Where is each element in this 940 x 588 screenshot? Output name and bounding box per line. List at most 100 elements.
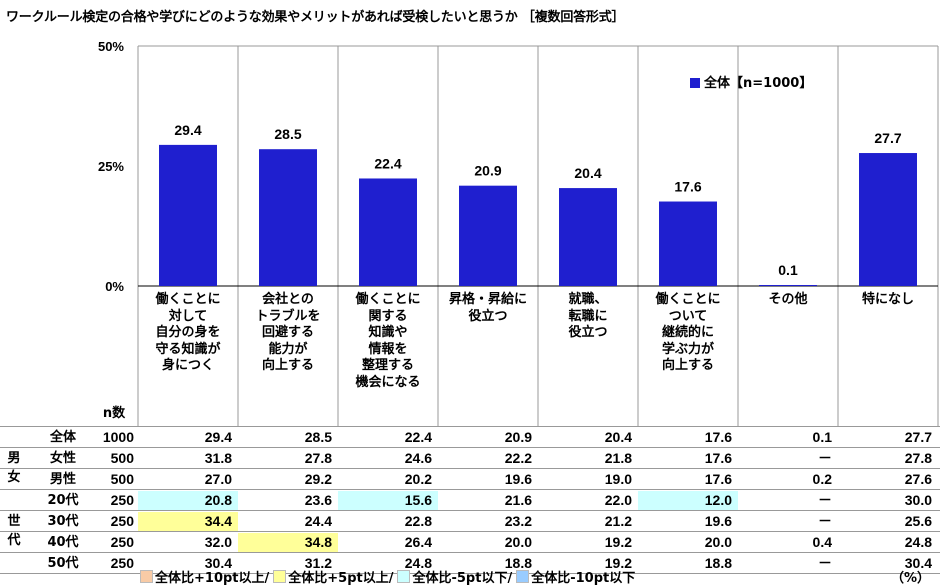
chart-title: ワークルール検定の合格や学びにどのような効果やメリットがあれば受検したいと思うか…: [6, 10, 625, 25]
legend-swatch: [516, 570, 530, 583]
table-cell: 31.2: [304, 555, 332, 571]
table-cell: 29.4: [204, 429, 232, 445]
table-cell: 17.6: [704, 450, 732, 466]
category-label: その他: [768, 292, 808, 307]
bar: [159, 144, 217, 286]
table-row: 30代 250 34.4 24.4 22.8 23.2 21.2 19.6 － 25.6: [0, 510, 940, 532]
legend-swatch: [273, 570, 287, 583]
table-row: 女性 500 31.8 27.8 24.6 22.2 21.8 17.6 － 27.8: [0, 447, 940, 469]
table-cell: 23.2: [504, 513, 532, 529]
table-cell: 12.0: [638, 491, 738, 510]
row-n: 250: [110, 492, 134, 508]
table-cell: 0.2: [812, 471, 832, 487]
row-label: 男性: [49, 472, 76, 487]
table-cell: 24.8: [904, 534, 932, 550]
table-cell: 20.4: [604, 429, 632, 445]
legend-label: 全体【n=1000】: [703, 75, 812, 91]
table-cell: 30.0: [904, 492, 932, 508]
table-cell: 15.6: [338, 491, 438, 510]
table-cell: 34.8: [238, 533, 338, 552]
legend-item-label: 全体比+5pt以上/: [288, 571, 394, 586]
bar: [559, 188, 617, 286]
table-cell: 29.2: [304, 471, 332, 487]
row-label: 50代: [47, 556, 79, 571]
table-cell: 22.8: [404, 513, 432, 529]
bar-value-label: 20.4: [574, 165, 601, 181]
category-label: 昇格・昇給に 役立つ: [448, 292, 527, 324]
table-cell: 22.2: [504, 450, 532, 466]
table-cell: 0.1: [812, 429, 832, 445]
legend-swatch: [140, 570, 153, 583]
bar: [459, 185, 517, 286]
bar-value-label: 28.5: [274, 126, 301, 142]
bar: [259, 149, 317, 286]
bar-value-label: 27.7: [874, 130, 901, 146]
table-cell: 21.6: [504, 492, 532, 508]
table-row: 全体 1000 29.4 28.5 22.4 20.9 20.4 17.6 0.1 27.7: [0, 426, 940, 448]
table-cell: 27.0: [204, 471, 232, 487]
row-n: 250: [110, 513, 134, 529]
bar: [859, 153, 917, 286]
row-n: 250: [110, 555, 134, 571]
table-cell: 18.8: [704, 555, 732, 571]
y-tick-label: 50%: [98, 39, 124, 54]
category-label: 特になし: [861, 292, 914, 307]
table-row: 50代 250 30.4 31.2 24.8 18.8 19.2 18.8 － 30.4: [0, 552, 940, 574]
row-n: 1000: [102, 429, 134, 445]
table-cell: 24.4: [304, 513, 332, 529]
table-cell: 21.8: [604, 450, 632, 466]
category-label: 働くことに 関する 知識や 情報を 整理する 機会になる: [355, 292, 421, 390]
table-row: 男性 500 27.0 29.2 20.2 19.6 19.0 17.6 0.2 27.6: [0, 468, 940, 490]
row-label: 全体: [49, 430, 76, 445]
table-cell: 19.6: [704, 513, 732, 529]
table-cell: 32.0: [204, 534, 232, 550]
legend-item-label: 全体比-5pt以下/: [412, 571, 513, 586]
table-cell: 30.4: [904, 555, 932, 571]
bar: [359, 178, 417, 286]
table-cell: 17.6: [704, 429, 732, 445]
table-cell: 18.8: [504, 555, 532, 571]
table-cell: 22.0: [604, 492, 632, 508]
table-cell: 34.4: [138, 512, 238, 531]
unit-label: （%）: [890, 571, 930, 586]
table-cell: 20.8: [138, 491, 238, 510]
table-cell: 20.2: [404, 471, 432, 487]
table-row: 40代 250 32.0 34.8 26.4 20.0 19.2 20.0 0.4 24.8: [0, 531, 940, 553]
bar-value-label: 0.1: [778, 262, 798, 278]
table-cell: －: [818, 450, 832, 466]
bar-chart: 0% 25% 50% 29.4 28.5 22.4 20.9 20.4 17.6 0.1 27.7 全…: [98, 39, 939, 426]
table-cell: 28.5: [304, 429, 332, 445]
row-label: 女性: [49, 451, 76, 466]
category-label: 働くことに ついて 継続的に 学ぶ力が 向上する: [655, 292, 721, 373]
bar: [659, 201, 717, 286]
table-cell: 26.4: [404, 534, 432, 550]
bar-value-label: 22.4: [374, 155, 401, 171]
row-n: 500: [110, 450, 134, 466]
table-cell: 24.8: [404, 555, 432, 571]
table-cell: 21.2: [604, 513, 632, 529]
table-cell: 0.4: [812, 534, 832, 550]
bar-value-label: 20.9: [474, 163, 501, 179]
group-label: 世代: [7, 514, 21, 548]
table-cell: －: [818, 492, 832, 508]
table-cell: 31.8: [204, 450, 232, 466]
category-label: 働くことに 対して 自分の身を 守る知識が 身につく: [155, 292, 221, 373]
table-cell: 24.6: [404, 450, 432, 466]
table-cell: 30.4: [204, 555, 232, 571]
legend-swatch: [690, 78, 700, 88]
table-cell: －: [818, 555, 832, 571]
bar-value-label: 17.6: [674, 179, 701, 195]
table-cell: 27.6: [904, 471, 932, 487]
table-bottom-border: [0, 573, 940, 574]
table-cell: 19.0: [604, 471, 632, 487]
table-cell: 23.6: [304, 492, 332, 508]
table-row: 20代 250 20.8 23.6 15.6 21.6 22.0 12.0 － 30.0: [0, 489, 940, 511]
table-cell: 27.7: [904, 429, 932, 445]
bar: [759, 285, 817, 286]
group-label: 男女: [7, 451, 21, 485]
category-label: 会社との トラブルを 回避する 能力が 向上する: [255, 292, 321, 373]
table-cell: 27.8: [904, 450, 932, 466]
table-cell: －: [818, 513, 832, 529]
row-n: 250: [110, 534, 134, 550]
bar-value-label: 29.4: [174, 122, 201, 138]
